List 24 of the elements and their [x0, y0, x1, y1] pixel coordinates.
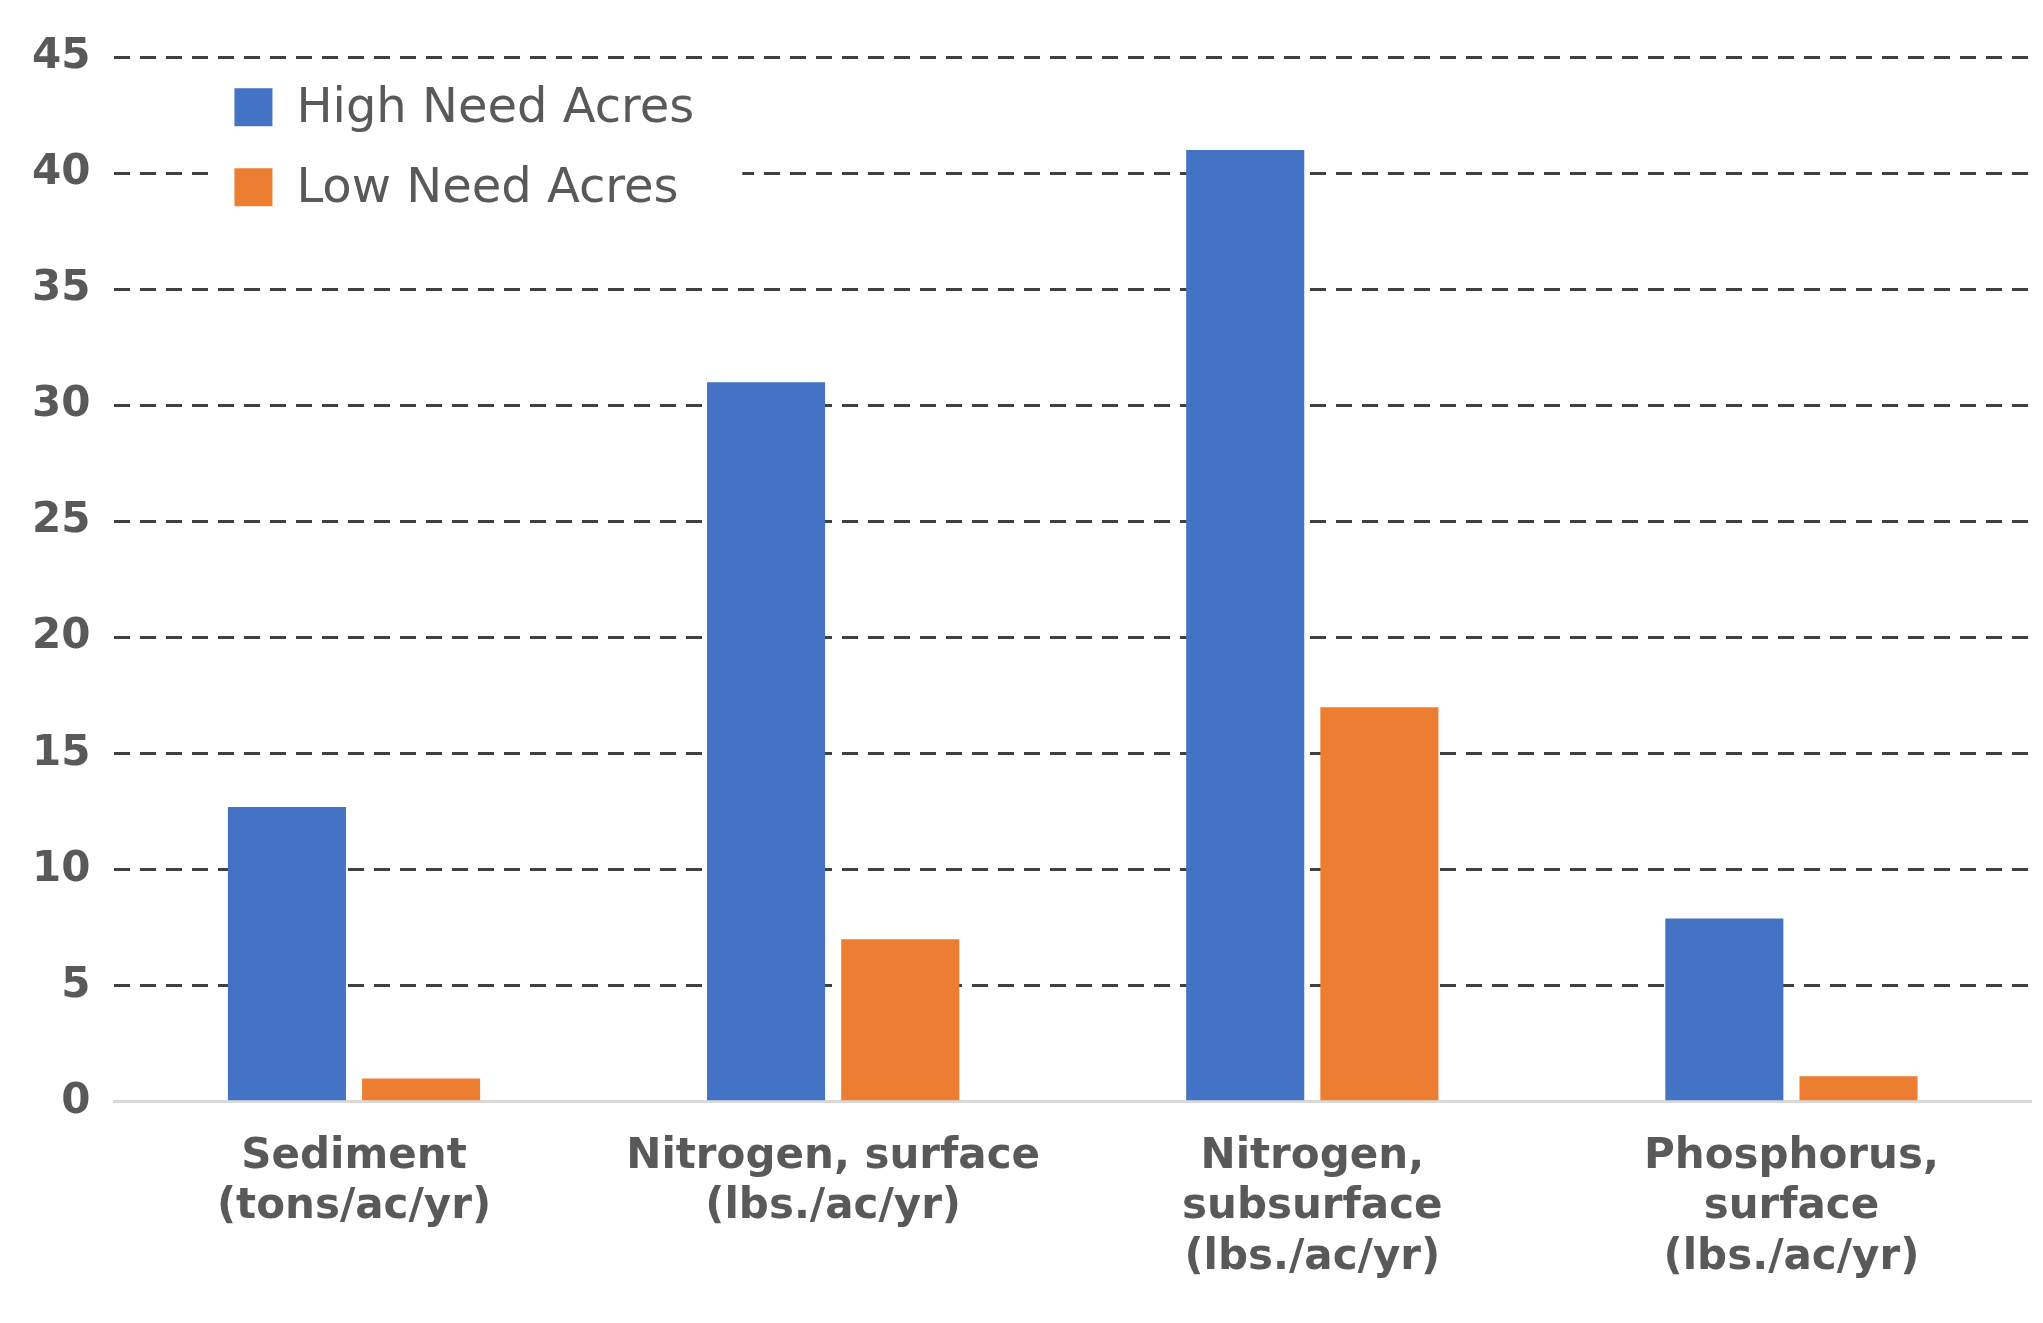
- bar: [1799, 1076, 1918, 1101]
- x-tick-label: Nitrogen, subsurface (lbs./ac/yr): [1182, 1128, 1443, 1279]
- y-tick-label: 25: [31, 493, 91, 543]
- bar: [362, 1078, 481, 1101]
- legend-label: Low Need Acres: [296, 156, 679, 213]
- y-tick-label: 0: [61, 1073, 91, 1123]
- legend-label: High Need Acres: [296, 76, 695, 133]
- bar: [227, 806, 346, 1101]
- y-tick-label: 15: [31, 725, 91, 775]
- bar: [841, 939, 960, 1101]
- bar: [1665, 918, 1784, 1101]
- y-tick-label: 5: [61, 957, 91, 1007]
- x-tick-label: Nitrogen, surface (lbs./ac/yr): [626, 1128, 1041, 1229]
- y-tick-label: 40: [31, 145, 91, 195]
- x-tick-label: Phosphorus, surface (lbs./ac/yr): [1643, 1128, 1939, 1279]
- x-tick-label: Sediment (tons/ac/yr): [216, 1128, 492, 1229]
- y-tick-label: 45: [31, 29, 91, 79]
- y-tick-label: 30: [31, 377, 91, 427]
- bar: [707, 382, 826, 1101]
- bar: [1320, 707, 1439, 1101]
- bar: [1186, 150, 1305, 1101]
- y-tick-label: 35: [31, 261, 91, 311]
- y-tick-label: 20: [31, 609, 91, 659]
- y-tick-label: 10: [31, 841, 91, 891]
